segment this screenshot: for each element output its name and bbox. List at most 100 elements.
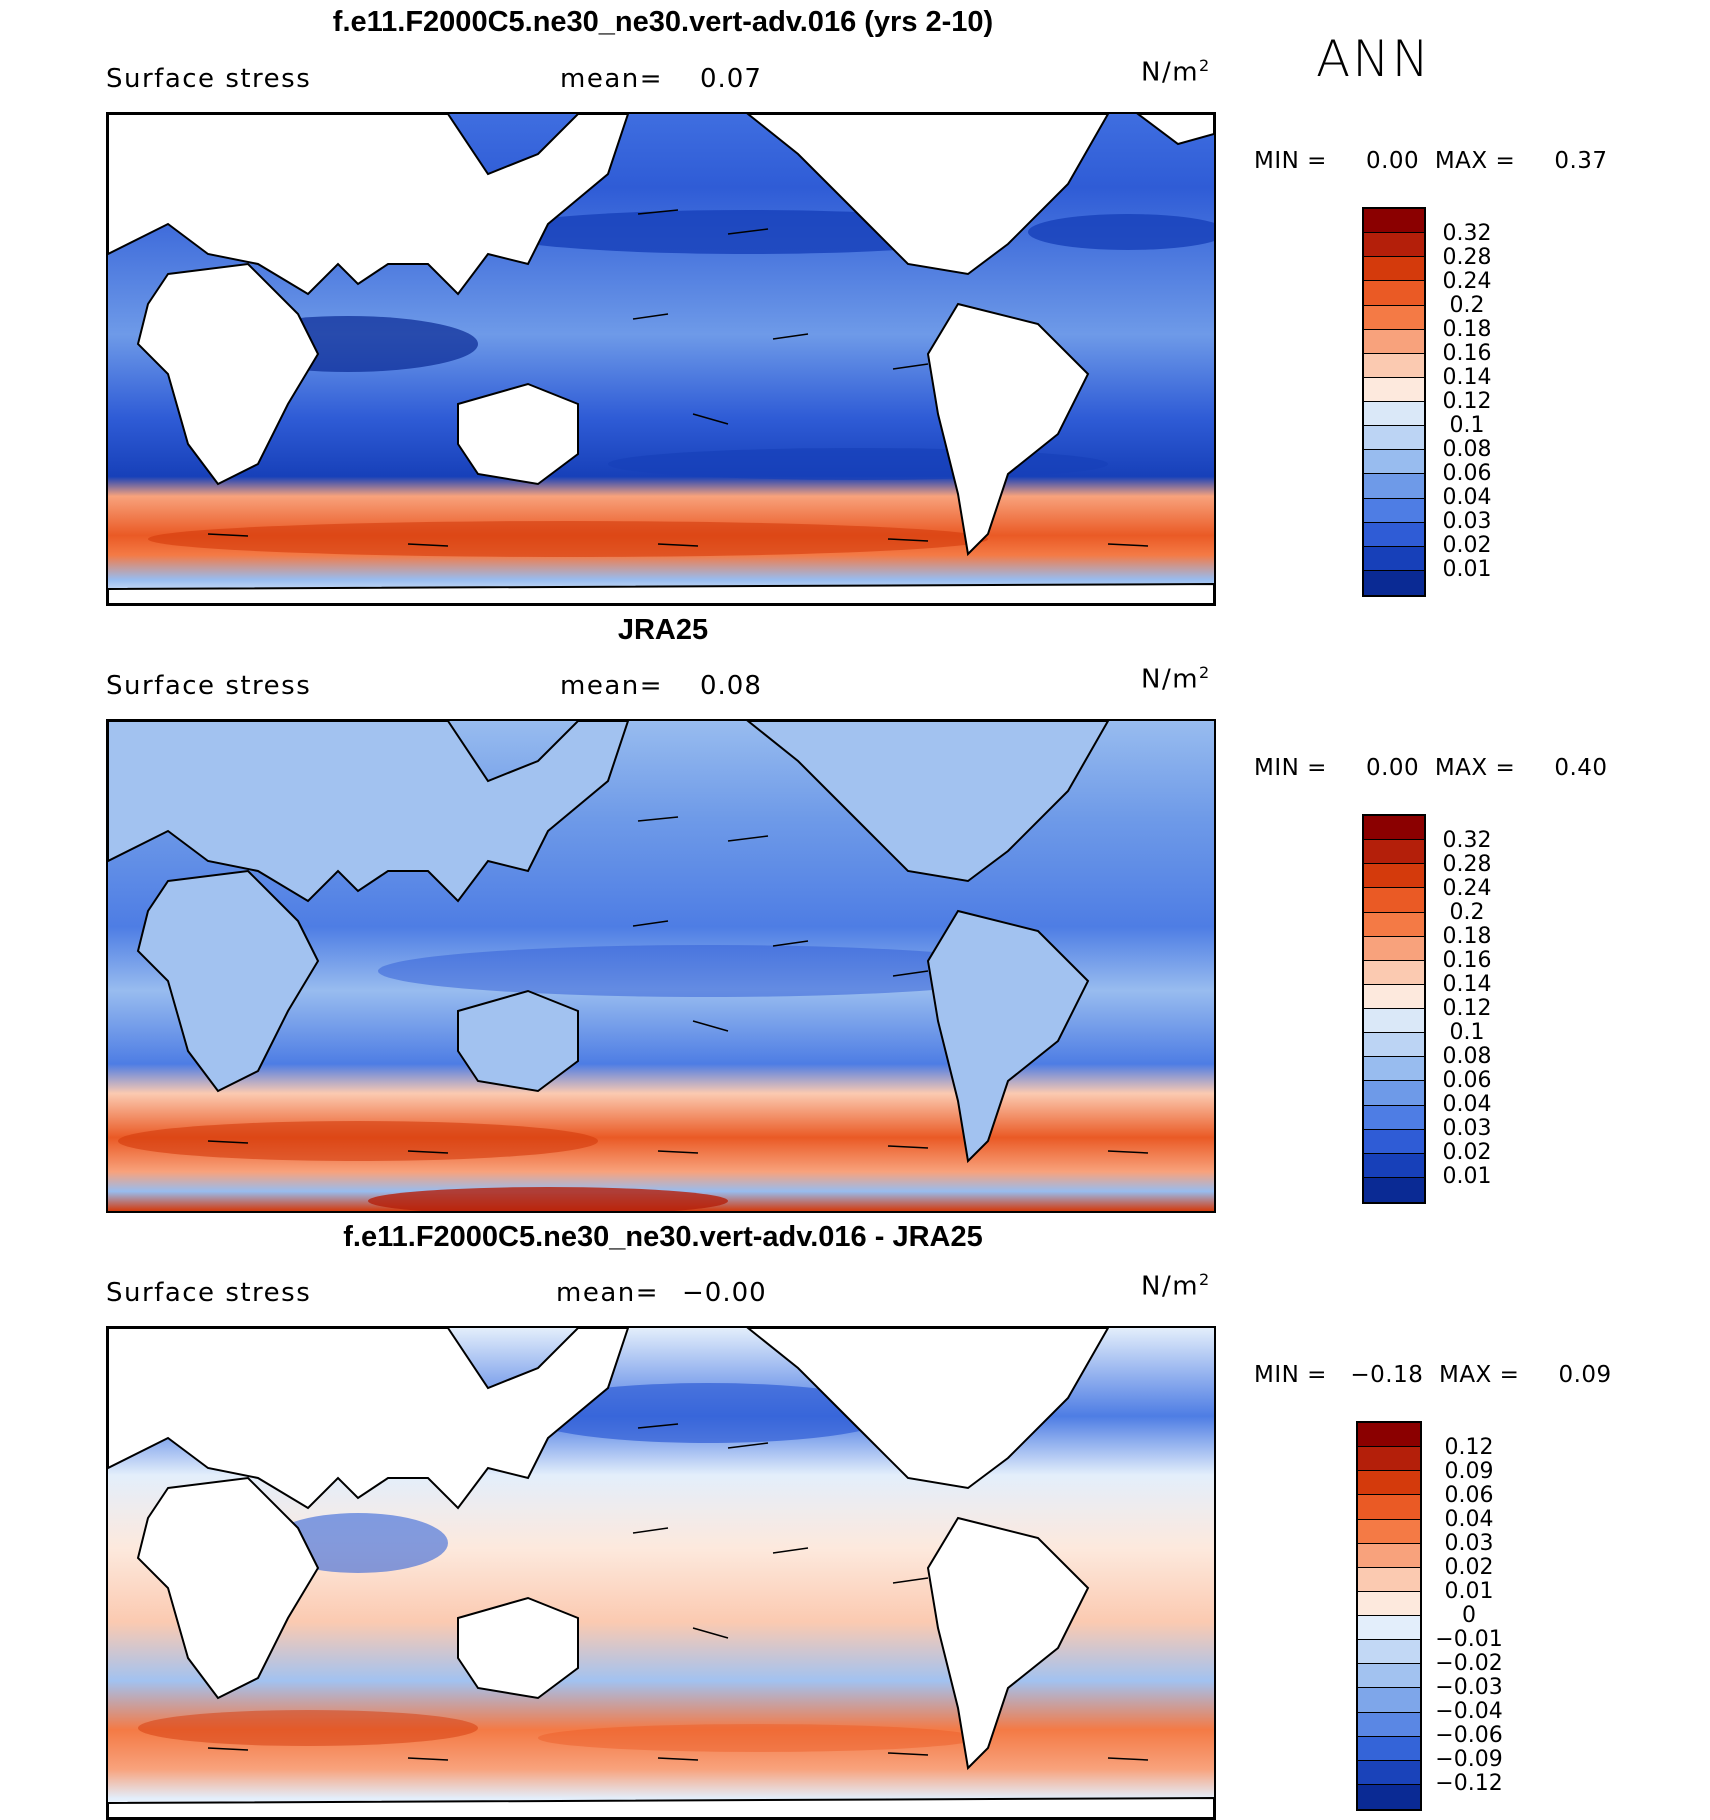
colorbar-swatch [1364, 1153, 1424, 1178]
panel-2-variable: Surface stress [106, 671, 312, 701]
colorbar-label: 0.2 [1449, 900, 1485, 925]
colorbar-swatch [1364, 1105, 1424, 1130]
wind-vector [657, 543, 699, 547]
panel-1-mean-label: mean= [560, 64, 664, 94]
colorbar-swatch [1364, 912, 1424, 937]
panel-3-band [538, 1724, 978, 1752]
colorbar-swatch [1364, 257, 1424, 282]
wind-vector [892, 1577, 929, 1584]
wind-vector [727, 1442, 769, 1449]
colorbar-label: 0.03 [1444, 1531, 1494, 1556]
colorbar-swatch [1364, 546, 1424, 571]
colorbar-label: 0.32 [1442, 828, 1492, 853]
wind-vector [207, 533, 249, 537]
colorbar-swatch [1358, 1736, 1420, 1761]
colorbar-swatch [1364, 840, 1424, 865]
land-south-america [926, 909, 1090, 1164]
colorbar-swatch [1364, 570, 1424, 595]
colorbar-label: 0.01 [1442, 557, 1492, 582]
colorbar-swatch [1364, 233, 1424, 258]
colorbar-swatch [1364, 864, 1424, 889]
panel-1-colorbar [1362, 207, 1426, 597]
land-eurasia [108, 721, 630, 903]
colorbar-label: −0.09 [1435, 1747, 1503, 1772]
land-south-america [926, 302, 1090, 557]
land-eurasia [108, 1328, 630, 1510]
land-australia [457, 989, 579, 1093]
colorbar-swatch [1358, 1423, 1420, 1448]
colorbar-swatch [1358, 1616, 1420, 1641]
panel-2-map-svg [108, 721, 1214, 1211]
wind-vector [727, 835, 769, 842]
colorbar-label: 0.04 [1442, 1092, 1492, 1117]
panel-1-band [148, 521, 988, 557]
panel-3-vectors [207, 1423, 1149, 1761]
wind-vector [727, 228, 769, 235]
wind-vector [407, 1757, 449, 1761]
colorbar-swatch [1364, 1081, 1424, 1106]
panel-3-mean-value: −0.00 [682, 1278, 767, 1308]
colorbar-swatch [1358, 1760, 1420, 1785]
colorbar-label: 0.12 [1442, 389, 1492, 414]
colorbar-swatch [1358, 1543, 1420, 1568]
colorbar-label: 0.24 [1442, 269, 1492, 294]
colorbar-label: 0.02 [1444, 1555, 1494, 1580]
wind-vector [632, 1527, 669, 1534]
colorbar-label: 0.14 [1442, 365, 1492, 390]
colorbar-swatch [1364, 402, 1424, 427]
wind-vector [637, 816, 679, 822]
wind-vector [632, 313, 669, 320]
colorbar-label: 0.06 [1442, 1068, 1492, 1093]
colorbar-label: 0.01 [1444, 1579, 1494, 1604]
colorbar-swatch [1364, 936, 1424, 961]
colorbar-label: −0.12 [1435, 1771, 1503, 1796]
colorbar-swatch [1364, 960, 1424, 985]
land-north-america [746, 114, 1110, 276]
wind-vector [637, 1423, 679, 1429]
land-greenland [1136, 114, 1214, 146]
wind-vector [657, 1757, 699, 1761]
colorbar-label: −0.02 [1435, 1651, 1503, 1676]
wind-vector [772, 940, 809, 947]
colorbar-label: −0.03 [1435, 1675, 1503, 1700]
colorbar-swatch [1364, 1033, 1424, 1058]
colorbar-label: 0.16 [1442, 948, 1492, 973]
colorbar-label: 0.03 [1442, 509, 1492, 534]
colorbar-label: −0.04 [1435, 1699, 1503, 1724]
wind-vector [1107, 543, 1149, 547]
wind-vector [772, 333, 809, 340]
panel-1-minmax: MIN = 0.00 MAX = 0.37 [1254, 148, 1608, 174]
colorbar-swatch [1358, 1567, 1420, 1592]
panel-3-title: f.e11.F2000C5.ne30_ne30.vert-adv.016 - J… [343, 1221, 983, 1253]
wind-vector [692, 1020, 729, 1032]
colorbar-label: 0.1 [1449, 1020, 1485, 1045]
colorbar-label: 0.32 [1442, 221, 1492, 246]
colorbar-label: 0.18 [1442, 924, 1492, 949]
colorbar-swatch [1358, 1640, 1420, 1665]
colorbar-label: 0.08 [1442, 437, 1492, 462]
land-antarctica [108, 582, 1214, 604]
panel-2-minmax: MIN = 0.00 MAX = 0.40 [1254, 755, 1608, 781]
colorbar-swatch [1364, 450, 1424, 475]
colorbar-swatch [1364, 474, 1424, 499]
colorbar-label: 0.03 [1442, 1116, 1492, 1141]
colorbar-swatch [1358, 1712, 1420, 1737]
colorbar-swatch [1364, 888, 1424, 913]
colorbar-swatch [1358, 1591, 1420, 1616]
wind-vector [892, 970, 929, 977]
panel-1-band [1028, 214, 1214, 250]
wind-vector [207, 1747, 249, 1751]
wind-vector [692, 1627, 729, 1639]
wind-vector [692, 413, 729, 425]
panel-3-band [518, 1383, 898, 1443]
colorbar-label: 0.14 [1442, 972, 1492, 997]
panel-1-map-svg [108, 114, 1214, 604]
colorbar-label: 0.1 [1449, 413, 1485, 438]
wind-vector [887, 538, 929, 542]
panel-3-band [138, 1710, 478, 1746]
panel-1-mean-value: 0.07 [700, 64, 762, 94]
panel-3-map-svg [108, 1328, 1214, 1818]
colorbar-label: 0.08 [1442, 1044, 1492, 1069]
colorbar-swatch [1358, 1519, 1420, 1544]
panel-3-variable: Surface stress [106, 1278, 312, 1308]
